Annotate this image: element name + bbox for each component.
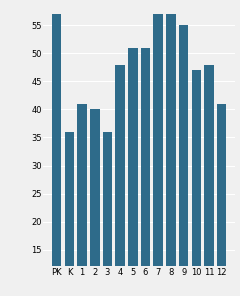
Bar xyxy=(166,14,176,296)
Bar xyxy=(65,132,74,296)
Bar xyxy=(204,65,214,296)
Bar xyxy=(179,25,188,296)
Bar xyxy=(217,104,227,296)
Bar xyxy=(115,65,125,296)
Bar xyxy=(90,110,100,296)
Bar xyxy=(77,104,87,296)
Bar xyxy=(128,48,138,296)
Bar xyxy=(103,132,112,296)
Bar xyxy=(154,14,163,296)
Bar xyxy=(141,48,150,296)
Bar xyxy=(192,70,201,296)
Bar xyxy=(52,14,61,296)
